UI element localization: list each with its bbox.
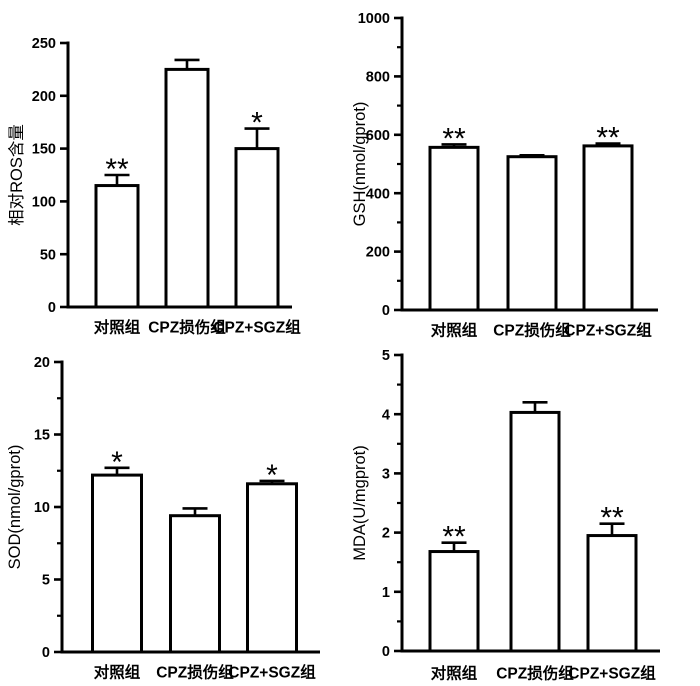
bar: [169, 514, 221, 654]
y-axis-title: GSH(nmol/gprot): [351, 102, 369, 227]
gsh-panel: ** ** 0 200 400 600 800 1000 对照组 CPZ损伤组 CPZ+SGZ组 GS…: [350, 0, 700, 343]
x-category-label: CPZ+SGZ组: [564, 320, 652, 339]
mda-panel: ** ** 0 1 2 3 4 5 对照组 CPZ损伤组 CPZ+SGZ组 MDA(U/mgprot): [350, 343, 700, 686]
x-category-label: CPZ+SGZ组: [228, 662, 316, 681]
bar: [428, 145, 480, 312]
y-tick-label: 5: [382, 348, 390, 364]
bar: [91, 473, 143, 654]
y-axis-title: 相对ROS含量: [7, 124, 26, 226]
bar: [582, 144, 634, 312]
bar: [234, 147, 280, 309]
x-category-label: 对照组: [431, 663, 478, 682]
x-category-label: 对照组: [94, 662, 141, 681]
x-category-label: CPZ损伤组: [496, 663, 574, 682]
x-category-label: 对照组: [431, 320, 478, 339]
y-tick-label: 5: [42, 573, 50, 589]
y-tick-label: 50: [40, 247, 56, 263]
bar: [164, 67, 210, 309]
x-category-label: CPZ损伤组: [148, 317, 226, 336]
y-tick-label: 200: [32, 89, 56, 105]
bar: [509, 410, 561, 653]
y-tick-label: 4: [382, 407, 390, 423]
y-tick-label: 200: [366, 245, 390, 261]
significance-marker: **: [442, 521, 466, 554]
y-axis-title: SOD(nmol/gprot): [6, 445, 24, 570]
y-tick-label: 250: [32, 36, 56, 52]
bar: [506, 155, 558, 312]
significance-marker: *: [251, 107, 263, 140]
y-tick-label: 15: [34, 428, 50, 444]
y-tick-label: 600: [366, 128, 390, 144]
y-tick-label: 10: [34, 500, 50, 516]
y-tick-label: 100: [32, 194, 56, 210]
significance-marker: **: [600, 502, 624, 535]
y-tick-label: 1000: [358, 11, 390, 27]
y-tick-label: 2: [382, 526, 390, 542]
y-tick-label: 0: [42, 645, 50, 661]
bar: [246, 482, 298, 654]
sod-panel: * * 0 5 10 15 20 对照组 CPZ损伤组 CPZ+SGZ组 SOD(nmol/gpro…: [0, 343, 350, 686]
significance-marker: **: [442, 122, 466, 155]
significance-marker: **: [105, 153, 129, 186]
significance-marker: *: [111, 446, 123, 479]
significance-marker: *: [266, 459, 278, 492]
y-tick-label: 3: [382, 466, 390, 482]
x-category-label: 对照组: [94, 317, 141, 336]
y-tick-label: 800: [366, 69, 390, 85]
x-category-label: CPZ+SGZ组: [568, 663, 656, 682]
x-category-label: CPZ损伤组: [493, 320, 571, 339]
y-tick-label: 150: [32, 142, 56, 158]
y-tick-label: 0: [382, 644, 390, 660]
y-tick-label: 400: [366, 186, 390, 202]
ros-panel: ** * 0 50 100 150 200 250 对照组 CPZ损伤组 CPZ+SGZ组 相对ROS…: [0, 0, 350, 343]
bar: [94, 184, 140, 309]
y-tick-label: 20: [34, 355, 50, 371]
significance-marker: **: [596, 122, 620, 155]
x-category-label: CPZ+SGZ组: [213, 317, 301, 336]
bar: [428, 550, 480, 653]
y-tick-label: 0: [382, 303, 390, 319]
y-axis-title: MDA(U/mgprot): [351, 445, 369, 561]
y-tick-label: 1: [382, 585, 390, 601]
bar: [586, 534, 638, 653]
x-category-label: CPZ损伤组: [156, 662, 234, 681]
y-tick-label: 0: [48, 300, 56, 316]
